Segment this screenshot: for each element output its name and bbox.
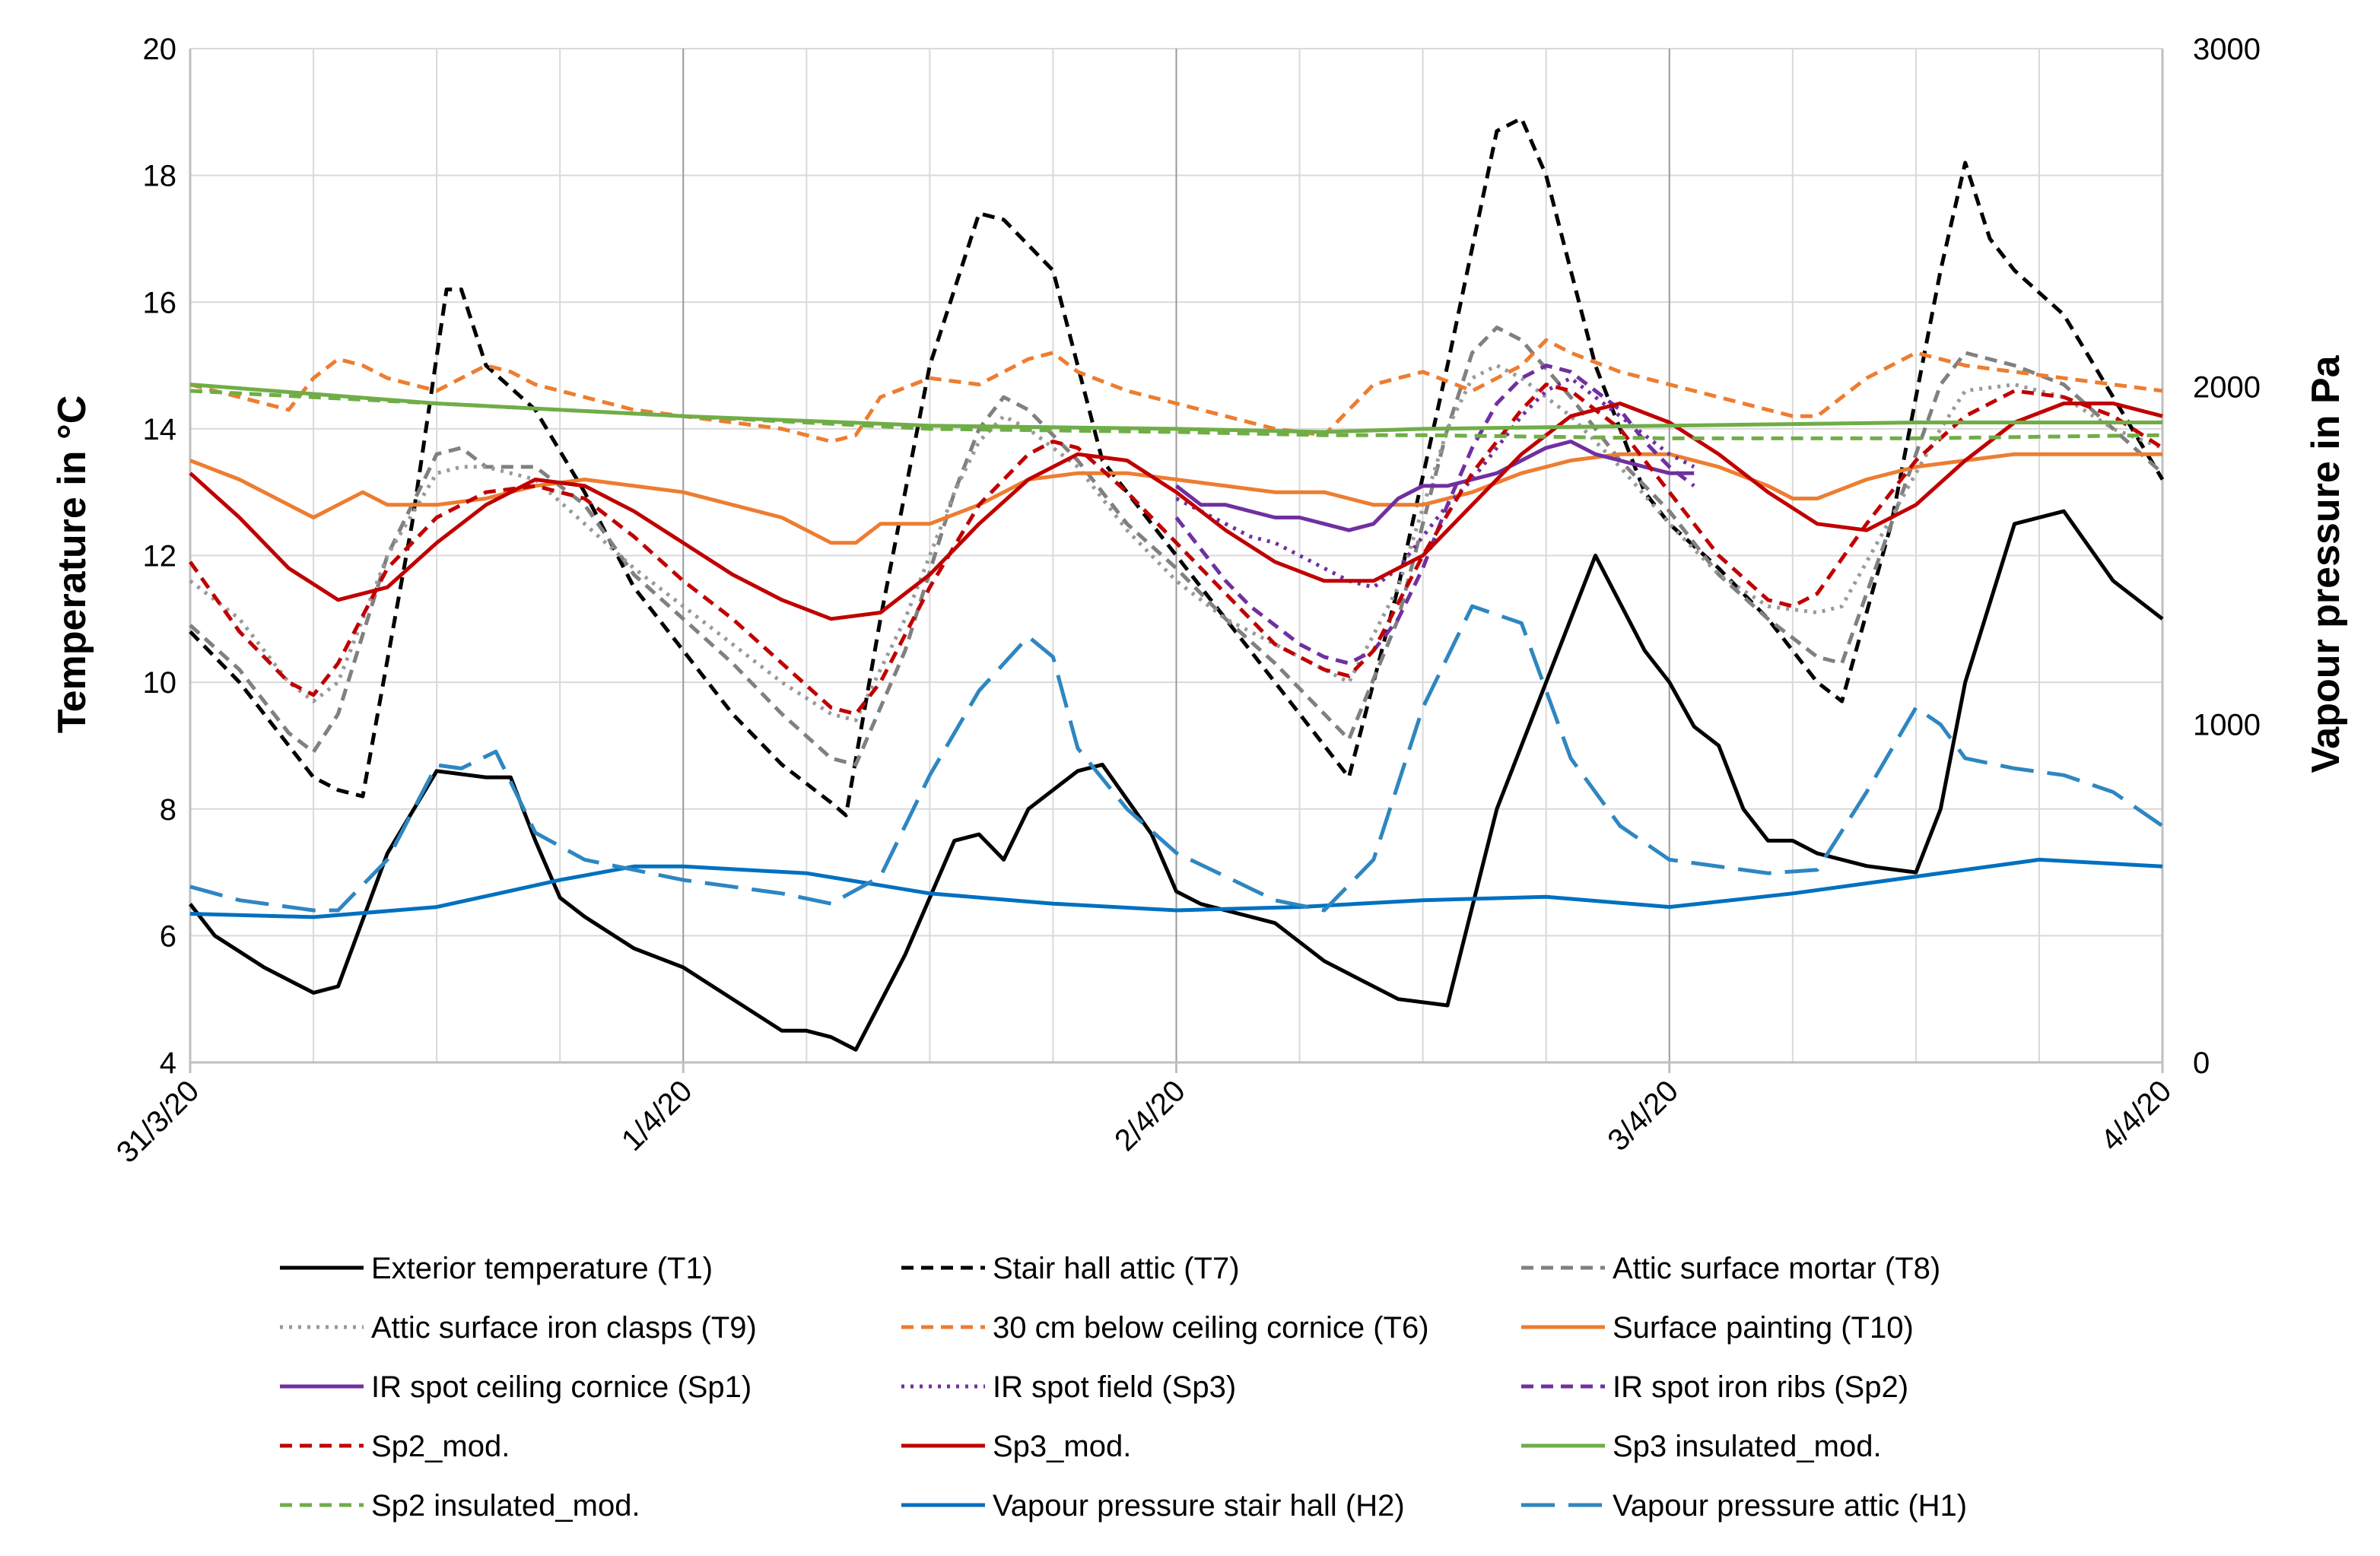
- legend-label-0: Exterior temperature (T1): [371, 1252, 713, 1285]
- y-tick-label: 4: [160, 1046, 176, 1080]
- y-tick-label: 8: [160, 793, 176, 827]
- series-layer: [188, 116, 2165, 1052]
- series-line-12: [189, 389, 2163, 440]
- series-line-0: [189, 509, 2164, 1052]
- series-line-9: [188, 383, 2164, 716]
- y-tick-label: 20: [143, 33, 177, 66]
- legend-label-14: Vapour pressure attic (H1): [1613, 1489, 1967, 1523]
- y-axis-left: 4 6 8 10 12 14 16 18 20: [143, 33, 177, 1080]
- legend-label-6: IR spot ceiling cornice (Sp1): [371, 1370, 751, 1404]
- legend-label-9: Sp2_mod.: [371, 1430, 510, 1463]
- y2-tick-label: 3000: [2193, 33, 2261, 66]
- y-axis-title: Temperature in °C: [50, 395, 94, 734]
- y-axis-right: 0 1000 2000 3000: [2193, 33, 2261, 1080]
- series-line-6: [1174, 440, 1695, 532]
- legend-label-13: Vapour pressure stair hall (H2): [993, 1489, 1405, 1523]
- series-line-10: [189, 402, 2163, 621]
- series-line-13: [189, 857, 2163, 919]
- y-tick-label: 6: [160, 919, 176, 953]
- legend-label-11: Sp3 insulated_mod.: [1613, 1430, 1882, 1463]
- legend-label-4: 30 cm below ceiling cornice (T6): [993, 1311, 1429, 1345]
- legend-label-12: Sp2 insulated_mod.: [371, 1489, 640, 1523]
- legend-label-8: IR spot iron ribs (Sp2): [1613, 1370, 1908, 1404]
- x-tick-label: 1/4/20: [615, 1074, 699, 1157]
- y-tick-label: 14: [143, 413, 177, 446]
- y2-tick-label: 1000: [2193, 709, 2261, 742]
- series-line-1: [189, 116, 2165, 818]
- series-line-5: [189, 452, 2162, 545]
- legend-label-5: Surface painting (T10): [1613, 1311, 1914, 1345]
- series-line-14: [189, 604, 2164, 913]
- y2-tick-label: 2000: [2193, 370, 2261, 404]
- y-tick-label: 18: [143, 160, 177, 193]
- x-tick-label: 2/4/20: [1108, 1074, 1192, 1157]
- x-tick-label: 3/4/20: [1601, 1074, 1685, 1157]
- x-axis: 31/3/20 1/4/20 2/4/20 3/4/20 4/4/20: [110, 1062, 2178, 1170]
- legend-label-1: Stair hall attic (T7): [993, 1252, 1240, 1285]
- y2-axis-title: Vapour pressure in Pa: [2304, 354, 2348, 773]
- y-tick-label: 12: [143, 540, 177, 573]
- legend-label-3: Attic surface iron clasps (T9): [371, 1311, 757, 1345]
- x-tick-label: 4/4/20: [2095, 1074, 2178, 1157]
- y-tick-label: 10: [143, 666, 177, 700]
- series-line-8: [1174, 364, 1695, 665]
- series-line-11: [189, 383, 2162, 434]
- series-line-4: [189, 338, 2163, 443]
- legend-label-10: Sp3_mod.: [993, 1430, 1131, 1463]
- y-tick-label: 16: [143, 286, 177, 319]
- legend-label-7: IR spot field (Sp3): [993, 1370, 1236, 1404]
- y2-tick-label: 0: [2193, 1046, 2210, 1080]
- legend-label-2: Attic surface mortar (T8): [1613, 1252, 1940, 1285]
- legend: Exterior temperature (T1) Stair hall atti…: [280, 1252, 1967, 1523]
- x-tick-label: 31/3/20: [110, 1074, 205, 1169]
